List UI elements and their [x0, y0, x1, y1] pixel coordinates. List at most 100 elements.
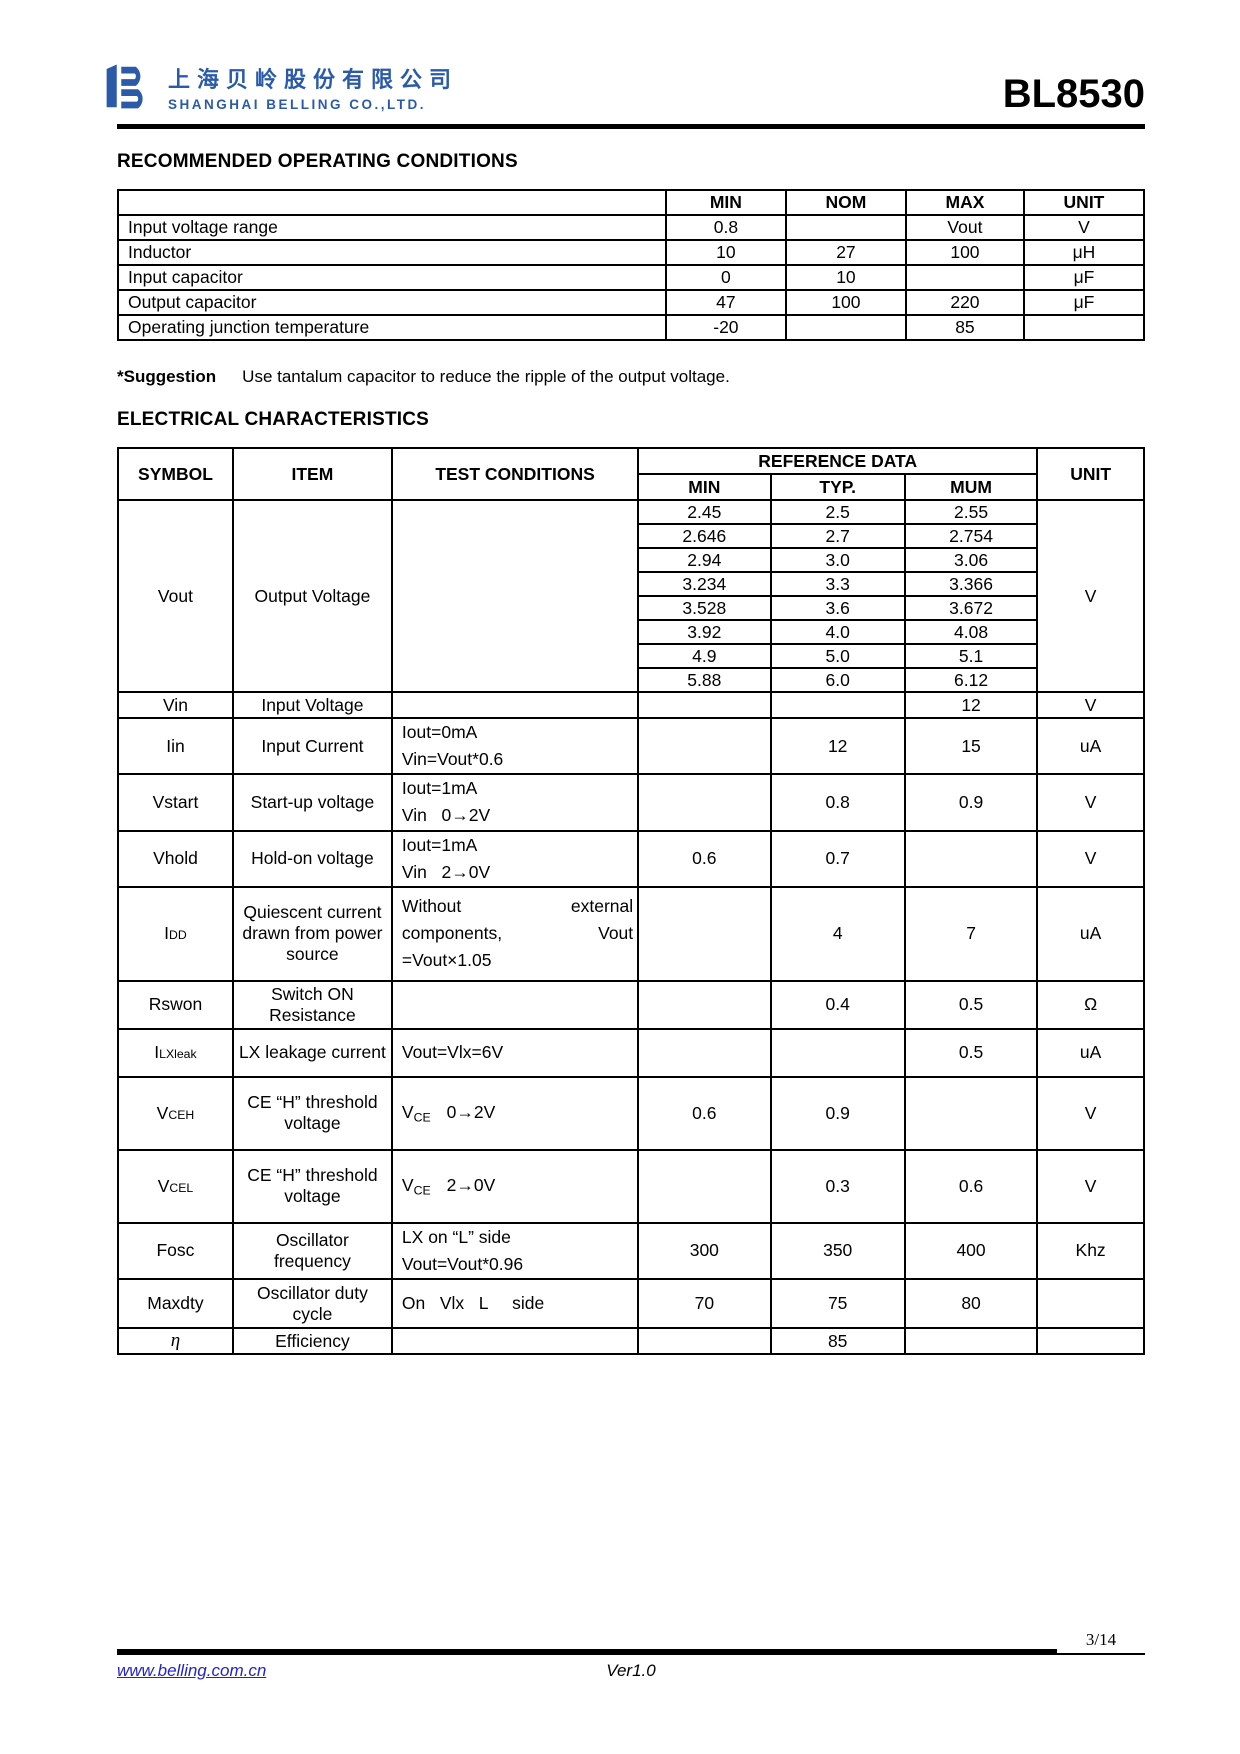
min-cell [637, 1327, 772, 1355]
unit-cell: uA [1036, 716, 1145, 776]
test-conditions-cell: VCE 0→2V [390, 1075, 640, 1151]
item-cell: Switch ON Resistance [231, 979, 393, 1030]
table-row: 3.92 4.0 4.08 [118, 619, 1144, 645]
param-cell: Output capacitor [117, 289, 667, 316]
page-content: RECOMMENDED OPERATING CONDITIONS MIN NOM… [117, 151, 1146, 1355]
footer-rule: 3/14 [117, 1630, 1145, 1655]
item-cell: CE “H” threshold voltage [231, 1075, 393, 1151]
symbol-cell: Vout [117, 499, 234, 693]
min-cell [637, 885, 772, 982]
test-line: Vin 2→0V [401, 861, 491, 882]
test-conditions-cell [390, 499, 640, 693]
typ-cell: 0.3 [769, 1148, 906, 1224]
company-name-en: SHANGHAI BELLING CO.,LTD. [168, 97, 426, 112]
test-line: 2→0V [446, 1175, 496, 1196]
mum-cell: 0.9 [903, 773, 1039, 832]
test-symbol-subscript: CE [413, 1110, 431, 1125]
typ-cell: 0.9 [769, 1075, 906, 1151]
param-cell: Input voltage range [117, 214, 667, 241]
typ-cell: 85 [769, 1327, 906, 1355]
unit-cell: μH [1022, 239, 1146, 266]
page-number: 3/14 [1057, 1630, 1145, 1655]
section-title-electrical-characteristics: ELECTRICAL CHARACTERISTICS [117, 409, 430, 430]
mum-cell: 3.06 [903, 547, 1039, 573]
page-footer: 3/14 www.belling.com.cn Ver1.0 [117, 1630, 1145, 1685]
min-cell: 0.6 [637, 829, 772, 888]
test-line: Vout=Vout*0.96 [401, 1253, 524, 1274]
typ-cell: 2.5 [769, 499, 906, 525]
table-row: Input voltage range 0.8 Vout V [117, 214, 1146, 241]
test-line: Without external [401, 896, 634, 917]
mum-cell [903, 1327, 1039, 1355]
test-conditions-cell: Iout=1mA Vin 0→2V [390, 773, 640, 832]
table-header-row: MIN TYP. MUM [118, 473, 1144, 501]
symbol-cell: η [117, 1327, 234, 1355]
unit-cell: V [1036, 1075, 1145, 1151]
footer-row: www.belling.com.cn Ver1.0 [117, 1661, 1145, 1685]
table-header-row: SYMBOL ITEM TEST CONDITIONS REFERENCE DA… [117, 447, 1145, 501]
table-row: Iin Input Current Iout=0mA Vin=Vout*0.6 1… [117, 716, 1145, 776]
item-cell: Input Current [231, 716, 393, 776]
website-link[interactable]: www.belling.com.cn [117, 1661, 267, 1680]
table-row: VCEL CE “H” threshold voltage VCE 2→0V 0.… [117, 1148, 1145, 1224]
version-label: Ver1.0 [606, 1661, 656, 1680]
nom-cell [784, 214, 907, 241]
typ-cell: 3.3 [769, 571, 906, 597]
item-cell: Efficiency [231, 1327, 393, 1355]
test-line: 0→2V [446, 1102, 496, 1123]
test-conditions-cell [390, 979, 640, 1030]
symbol-cell: Vin [117, 691, 234, 719]
belling-logo-icon [106, 64, 143, 109]
typ-cell: 3.6 [769, 595, 906, 621]
footer-rule-bar [117, 1649, 1057, 1655]
unit-cell: μF [1022, 264, 1146, 291]
suggestion-label: *Suggestion [117, 367, 217, 386]
item-cell: Start-up voltage [231, 773, 393, 832]
t2-header-unit: UNIT [1036, 447, 1145, 501]
max-cell: Vout [904, 214, 1025, 241]
typ-cell: 12 [769, 716, 906, 776]
table-row: Maxdty Oscillator duty cycle On Vlx L si… [117, 1278, 1145, 1329]
unit-cell: uA [1036, 1027, 1145, 1078]
symbol-cell: Maxdty [117, 1278, 234, 1329]
min-cell [637, 1027, 772, 1078]
electrical-characteristics-table: SYMBOL ITEM TEST CONDITIONS REFERENCE DA… [117, 447, 1145, 1355]
page-header: 上海贝岭股份有限公司 SHANGHAI BELLING CO.,LTD. BL8… [0, 0, 1240, 124]
min-cell: 3.92 [637, 619, 772, 645]
mum-cell: 0.6 [903, 1148, 1039, 1224]
typ-cell: 4.0 [769, 619, 906, 645]
min-cell [637, 1148, 772, 1224]
test-conditions-cell: Vout=Vlx=6V [390, 1027, 640, 1078]
test-conditions-cell [390, 691, 640, 719]
mum-cell: 3.366 [903, 571, 1039, 597]
param-cell: Inductor [117, 239, 667, 266]
t2-header-mum: MUM [903, 473, 1039, 501]
nom-cell: 10 [784, 264, 907, 291]
mum-cell: 5.1 [903, 643, 1039, 669]
test-conditions-cell: Without external components, Vout =Vout×1.… [390, 885, 640, 982]
min-cell: -20 [664, 314, 787, 341]
table-row: 5.88 6.0 6.12 [118, 667, 1144, 693]
part-number: BL8530 [1002, 72, 1145, 116]
t2-header-symbol: SYMBOL [117, 447, 234, 501]
mum-cell: 7 [903, 885, 1039, 982]
typ-cell: 2.7 [769, 523, 906, 549]
table-row: 4.9 5.0 5.1 [118, 643, 1144, 669]
symbol-main: V [157, 1175, 170, 1196]
table-row: Vhold Hold-on voltage Iout=1mA Vin 2→0V 0… [117, 829, 1145, 888]
table-row: 2.94 3.0 3.06 [118, 547, 1144, 573]
typ-cell: 4 [769, 885, 906, 982]
test-conditions-cell: Iout=0mA Vin=Vout*0.6 [390, 716, 640, 776]
symbol-cell: ILXleak [117, 1027, 234, 1078]
unit-cell: Khz [1036, 1221, 1145, 1281]
table-row: IDD Quiescent current drawn from power s… [117, 885, 1145, 982]
test-conditions-cell: On Vlx L side [390, 1278, 640, 1329]
symbol-cell: IDD [117, 885, 234, 982]
min-cell: 2.94 [637, 547, 772, 573]
min-cell: 3.234 [637, 571, 772, 597]
table-row: Vstart Start-up voltage Iout=1mA Vin 0→2V… [117, 773, 1145, 832]
mum-cell [903, 1075, 1039, 1151]
symbol-main: I [164, 923, 170, 944]
mum-cell: 4.08 [903, 619, 1039, 645]
min-cell: 5.88 [637, 667, 772, 693]
